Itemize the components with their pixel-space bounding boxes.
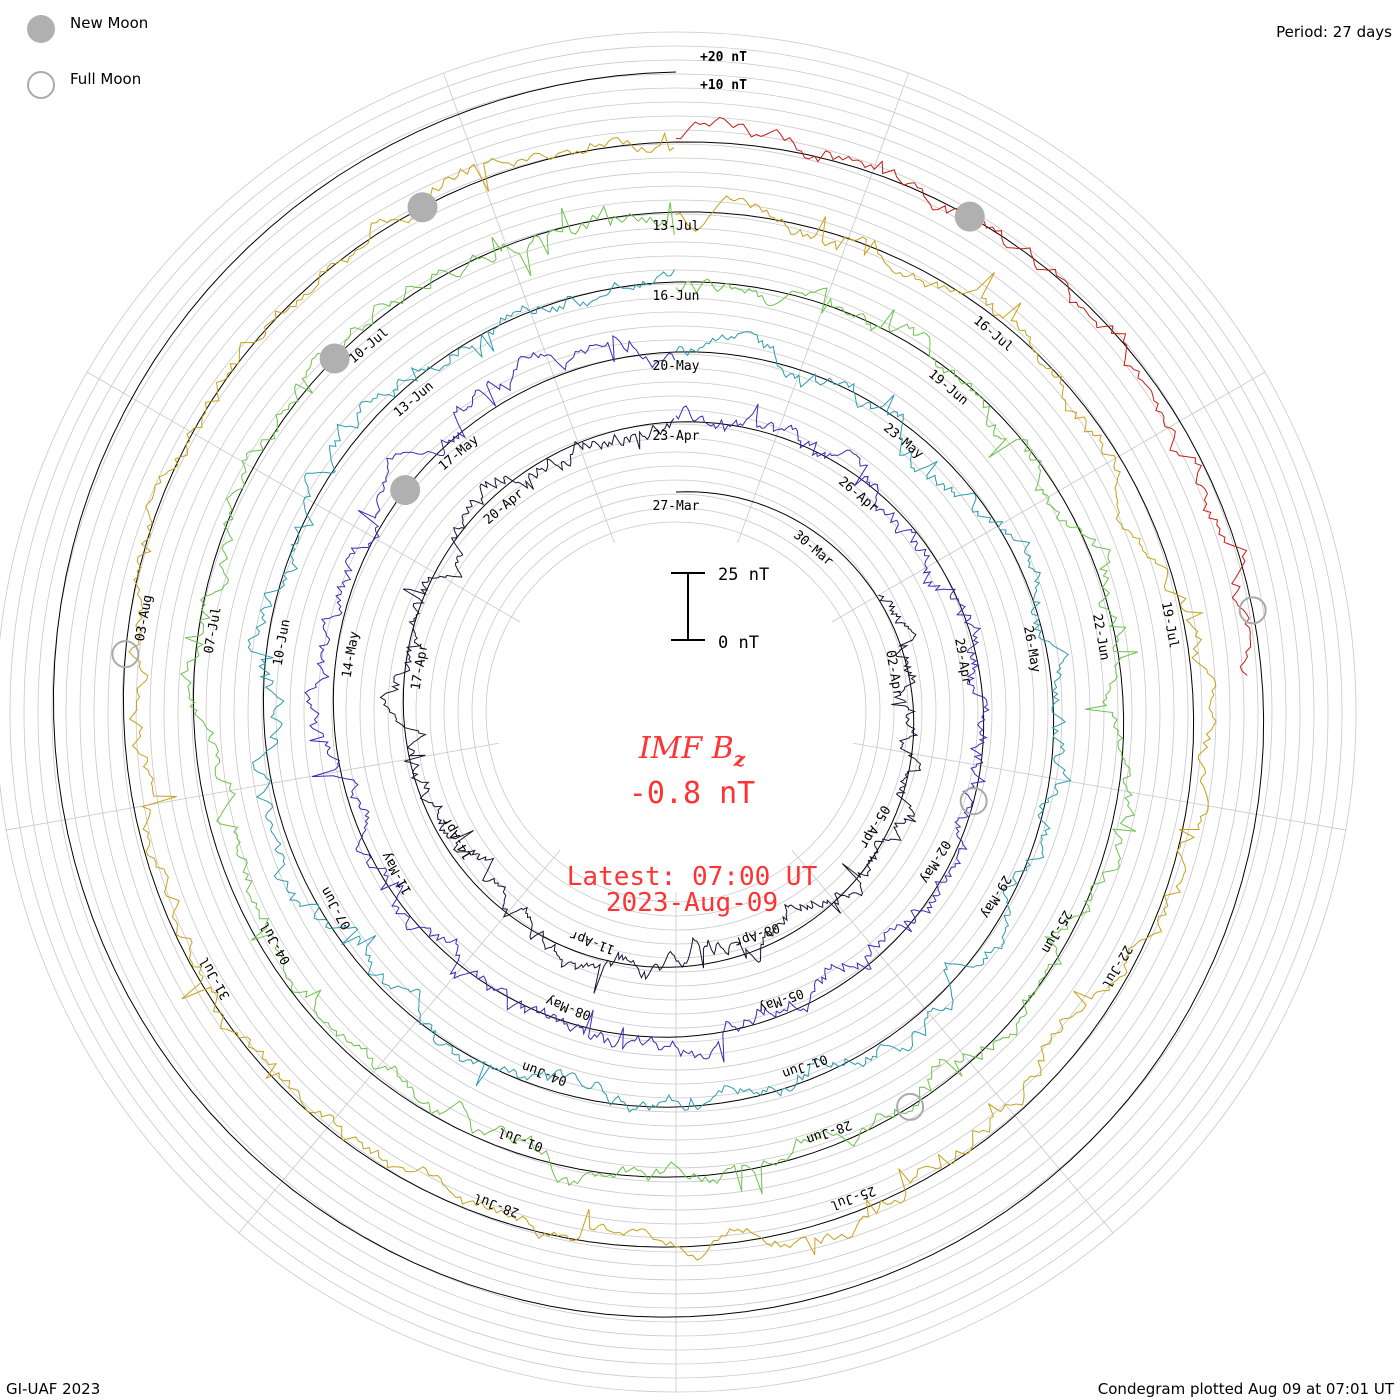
date-label: 14-Apr xyxy=(439,814,476,862)
ring-label-10: +10 nT xyxy=(700,78,747,93)
full-moon-marker xyxy=(959,787,988,816)
latest-date: 2023-Aug-09 xyxy=(606,888,778,918)
zero-baseline xyxy=(52,71,1265,1318)
zero-baselines xyxy=(52,71,1265,1318)
date-label: 19-Jun xyxy=(925,367,971,409)
scale-bar: 25 nT 0 nT xyxy=(671,565,769,653)
latest-time: Latest: 07:00 UT xyxy=(567,862,818,892)
trace-rotation-6 xyxy=(675,116,1252,676)
date-label: 20-May xyxy=(653,359,700,374)
full-moon-icon xyxy=(27,71,55,99)
date-label: 05-May xyxy=(756,985,805,1015)
date-label: 07-Jun xyxy=(318,884,354,932)
data-traces xyxy=(128,116,1252,1261)
ring-grid xyxy=(0,31,1357,1393)
spoke-line xyxy=(86,371,521,623)
date-label: 13-Jul xyxy=(653,219,700,234)
moon-markers xyxy=(111,192,1267,1121)
trace-rotation-2 xyxy=(304,334,990,1063)
date-label: 27-Mar xyxy=(653,499,700,514)
legend-new-moon: New Moon xyxy=(70,14,149,32)
current-value: -0.8 nT xyxy=(629,776,755,811)
date-label: 08-Apr xyxy=(732,919,781,949)
new-moon-marker xyxy=(954,201,985,232)
date-label: 01-Jun xyxy=(780,1051,829,1081)
date-label: 14-May xyxy=(340,630,363,679)
date-label: 11-May xyxy=(379,849,416,897)
trace-rotation-1 xyxy=(379,418,922,994)
date-label: 07-Jul xyxy=(202,606,225,655)
full-moon-marker xyxy=(1238,596,1267,625)
date-label: 28-Jul xyxy=(472,1190,521,1220)
date-label: 16-Jul xyxy=(970,313,1016,355)
grid-ring xyxy=(0,31,1357,1393)
date-label: 17-Apr xyxy=(409,642,432,691)
new-moon-marker xyxy=(390,475,421,506)
grid-ring xyxy=(471,507,881,917)
new-moon-icon xyxy=(27,15,55,43)
date-label: 25-Jul xyxy=(828,1182,877,1212)
full-moon-marker xyxy=(896,1092,925,1121)
trace-rotation-5 xyxy=(128,131,1217,1261)
period-label: Period: 27 days xyxy=(1276,23,1392,41)
date-label: 16-Jun xyxy=(653,289,700,304)
date-label: 23-May xyxy=(880,421,926,463)
credit-label: GI-UAF 2023 xyxy=(6,1380,101,1398)
plotted-timestamp: Condegram plotted Aug 09 at 07:01 UT xyxy=(1097,1380,1394,1398)
date-label: 10-Jun xyxy=(271,618,294,667)
date-label: 30-Mar xyxy=(790,528,836,570)
spoke-line xyxy=(853,742,1346,831)
date-label: 11-Apr xyxy=(568,927,617,957)
ring-label-20: +20 nT xyxy=(700,50,747,65)
full-moon-marker xyxy=(111,640,140,669)
grid-ring xyxy=(485,521,867,903)
center-readout: IMF Bz -0.8 nT Latest: 07:00 UT 2023-Aug… xyxy=(567,731,818,918)
spoke-line xyxy=(238,849,561,1234)
date-label: 04-Jul xyxy=(258,919,294,967)
new-moon-marker xyxy=(407,192,438,223)
trace-rotation-4 xyxy=(180,202,1139,1195)
date-label: 03-Aug xyxy=(133,594,156,643)
legend-full-moon: Full Moon xyxy=(70,70,142,88)
quantity-title: IMF Bz xyxy=(638,731,746,771)
scale-top-label: 25 nT xyxy=(718,565,769,585)
date-label: 28-Jun xyxy=(804,1117,853,1147)
scale-bottom-label: 0 nT xyxy=(718,633,759,653)
trace-rotation-3 xyxy=(247,269,1072,1113)
new-moon-marker xyxy=(319,343,350,374)
spoke-line xyxy=(443,72,615,543)
date-label: 23-Apr xyxy=(653,429,700,444)
